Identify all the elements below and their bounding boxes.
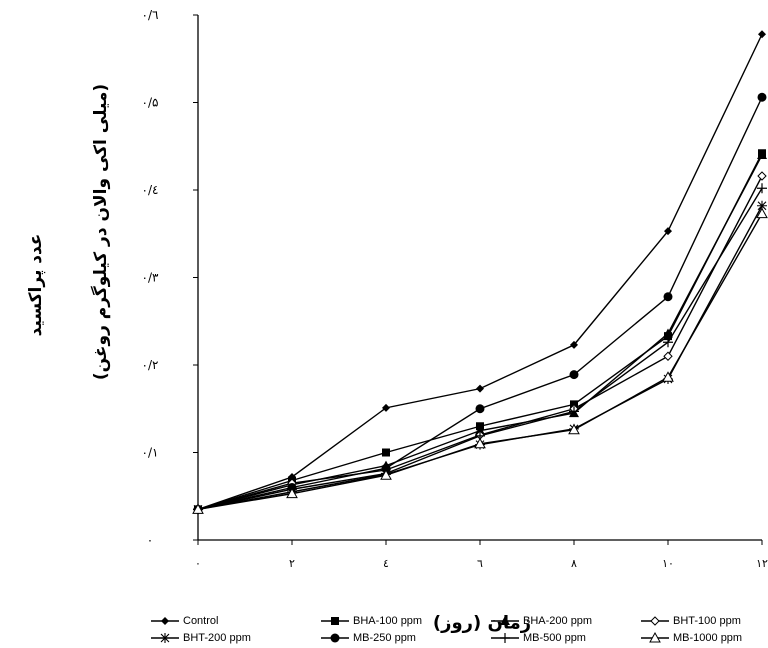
legend-marker — [500, 616, 510, 625]
legend-item-bha-200-ppm: BHA-200 ppm — [490, 613, 592, 629]
legend-marker — [649, 631, 661, 643]
data-point-mb-1000-ppm — [756, 207, 768, 219]
series-line-bht-100-ppm — [197, 175, 763, 511]
chart-series-markers — [192, 30, 768, 515]
legend-label: BHA-200 ppm — [523, 615, 593, 627]
legend-marker — [161, 617, 169, 625]
data-point-mb-1000-ppm — [474, 437, 486, 449]
data-point-mb-250-ppm — [663, 292, 673, 302]
data-point-mb-250-ppm — [569, 370, 579, 380]
legend-marker — [330, 633, 340, 643]
y-tick-label: ۰/٤ — [142, 183, 159, 197]
line-chart: ۰ ۰/۱ ۰/۲ ۰/۳ ۰/٤ ۰/۵ ۰/٦ ۰ ۲ ٤ ٦ ۸ ۱۰ ۱۲ — [142, 8, 768, 570]
series-line-mb-500-ppm — [197, 187, 763, 511]
y-axis-title-line1: عدد پراکسید — [26, 233, 46, 337]
legend-label: BHA-100 ppm — [353, 615, 423, 627]
y-tick-label: ۰ — [147, 533, 153, 547]
x-tick-label: ۰ — [195, 557, 201, 570]
data-point-control — [758, 30, 766, 39]
legend-swatch-bha-100-ppm — [321, 617, 349, 625]
data-point-bha-100-ppm — [382, 448, 390, 457]
data-point-mb-250-ppm — [475, 404, 485, 414]
data-point-bht-100-ppm — [757, 171, 767, 181]
x-tick-label: ۸ — [571, 557, 577, 570]
legend-swatch-bht-100-ppm — [641, 616, 669, 626]
data-point-bha-200-ppm — [475, 425, 485, 435]
y-tick-label: ۰/٦ — [142, 8, 159, 22]
series-line-mb-1000-ppm — [197, 213, 763, 511]
legend-marker — [500, 633, 510, 643]
y-tick-label: ۰/۵ — [142, 96, 159, 110]
series-line-bht-200-ppm — [197, 205, 763, 511]
legend-item-control: Control — [150, 613, 218, 629]
legend-item-bha-100-ppm: BHA-100 ppm — [320, 613, 422, 629]
x-tick-label: ۱۰ — [662, 557, 674, 570]
data-point-mb-500-ppm — [569, 406, 579, 417]
y-tick-label: ۰/۲ — [142, 358, 159, 372]
data-point-mb-1000-ppm — [192, 503, 204, 514]
legend-label: Control — [183, 615, 219, 627]
x-tick-label: ٤ — [383, 557, 389, 570]
data-point-control — [664, 227, 672, 236]
data-point-mb-250-ppm — [757, 92, 767, 102]
data-point-mb-1000-ppm — [662, 371, 674, 382]
legend-marker — [650, 616, 660, 626]
data-point-mb-500-ppm — [663, 337, 673, 348]
legend-item-mb-250-ppm: MB-250 ppm — [320, 630, 416, 646]
data-point-control — [570, 340, 578, 349]
legend-marker — [160, 633, 170, 643]
y-tick-label: ۰/۱ — [142, 446, 159, 460]
legend-swatch-mb-1000-ppm — [641, 631, 669, 643]
y-tick-label: ۰/۳ — [142, 271, 159, 285]
chart-ticks: ۰ ۰/۱ ۰/۲ ۰/۳ ۰/٤ ۰/۵ ۰/٦ ۰ ۲ ٤ ٦ ۸ ۱۰ ۱۲ — [142, 8, 768, 570]
legend-swatch-mb-250-ppm — [321, 633, 349, 643]
legend-item-mb-1000-ppm: MB-1000 ppm — [640, 630, 742, 646]
x-tick-label: ۲ — [289, 557, 295, 570]
legend-label: BHT-200 ppm — [183, 632, 251, 644]
data-point-bha-200-ppm — [663, 328, 673, 338]
legend-item-mb-500-ppm: MB-500 ppm — [490, 630, 586, 646]
legend-swatch-bht-200-ppm — [151, 633, 179, 643]
series-line-bha-200-ppm — [197, 154, 763, 511]
data-point-bha-200-ppm — [757, 150, 767, 159]
legend-swatch-control — [151, 617, 179, 625]
legend-marker — [331, 617, 339, 625]
legend-item-bht-100-ppm: BHT-100 ppm — [640, 613, 741, 629]
legend-label: MB-250 ppm — [353, 632, 416, 644]
data-point-mb-1000-ppm — [568, 423, 580, 435]
x-tick-label: ٦ — [477, 557, 483, 570]
y-axis-title-line2: (میلی اکی والان در کیلوگرم روغن) — [91, 83, 111, 381]
data-point-bht-200-ppm — [757, 200, 767, 211]
legend-item-bht-200-ppm: BHT-200 ppm — [150, 630, 251, 646]
data-point-bht-100-ppm — [663, 351, 673, 361]
chart-legend: Control BHA-100 ppm BHA-200 ppm BHT-100 ppm… — [150, 613, 765, 647]
legend-label: MB-1000 ppm — [673, 632, 743, 644]
legend-swatch-mb-500-ppm — [491, 633, 519, 643]
data-point-mb-500-ppm — [757, 183, 767, 194]
legend-swatch-bha-200-ppm — [491, 616, 519, 625]
legend-label: BHT-100 ppm — [673, 615, 741, 627]
data-point-mb-1000-ppm — [380, 469, 392, 480]
data-point-control — [476, 384, 484, 393]
x-tick-label: ۱۲ — [756, 557, 768, 570]
data-point-mb-1000-ppm — [286, 487, 298, 499]
data-point-control — [382, 403, 390, 412]
x-axis-title: زمان (روز) — [432, 612, 532, 634]
series-line-bha-100-ppm — [197, 152, 763, 511]
legend-label: MB-500 ppm — [523, 632, 586, 644]
data-point-mb-250-ppm — [381, 463, 391, 473]
